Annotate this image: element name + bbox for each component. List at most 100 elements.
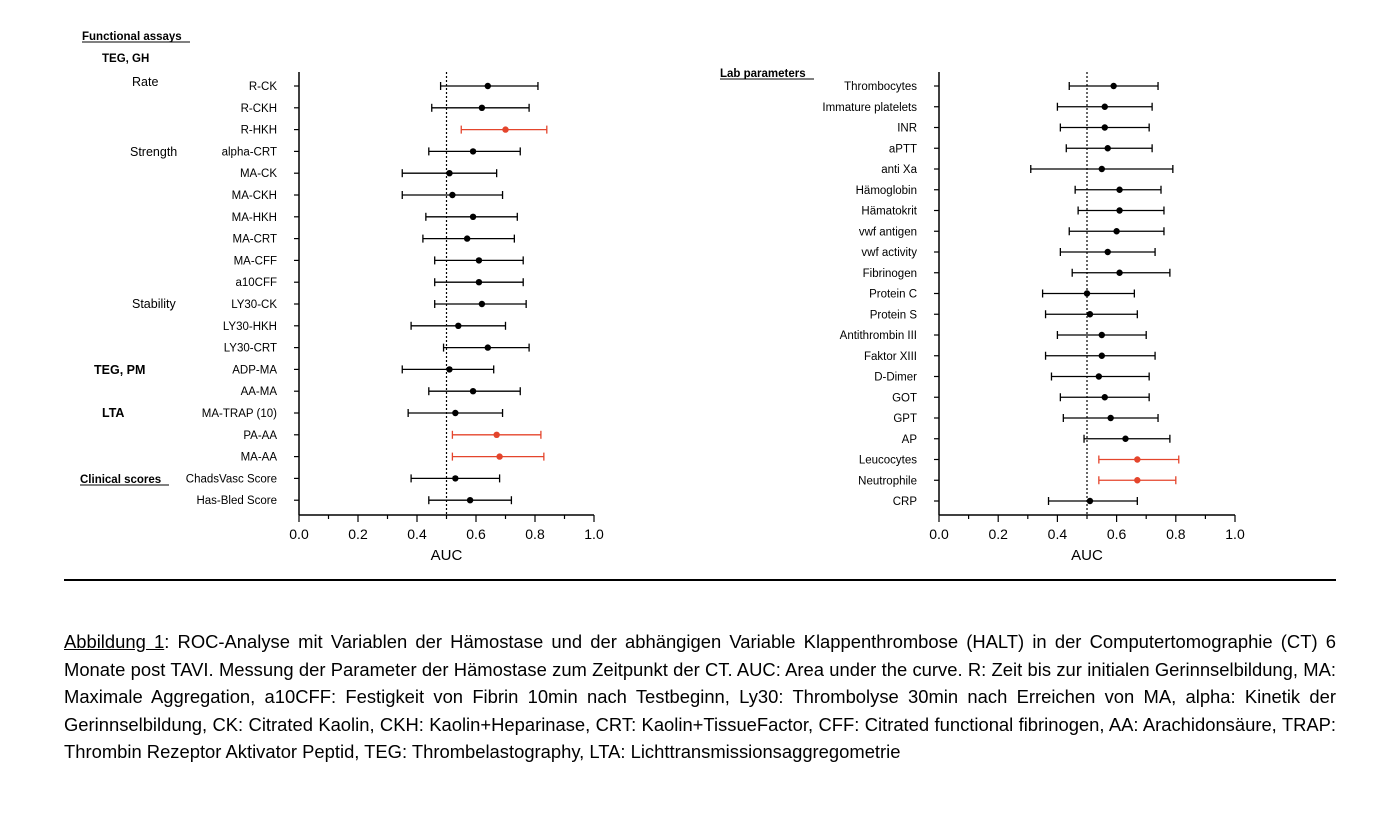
x-tick-label: 0.4 bbox=[407, 526, 427, 542]
x-tick-label: 1.0 bbox=[1225, 526, 1245, 542]
auc-point bbox=[1107, 414, 1114, 422]
row-label: vwf activity bbox=[861, 247, 917, 259]
row-label: Protein C bbox=[869, 289, 917, 301]
auc-point bbox=[1095, 373, 1103, 380]
row-label: Antithrombin III bbox=[840, 330, 917, 342]
row-label: R-HKH bbox=[241, 125, 277, 137]
row-label: MA-TRAP (10) bbox=[202, 408, 277, 420]
auc-point bbox=[1134, 456, 1141, 463]
lta-header: LTA bbox=[102, 406, 124, 420]
auc-point bbox=[475, 279, 483, 286]
auc-point bbox=[469, 148, 477, 155]
row-label: Hämatokrit bbox=[861, 206, 917, 218]
auc-point bbox=[1098, 165, 1106, 173]
row-label: anti Xa bbox=[881, 164, 917, 176]
row-label: ChadsVasc Score bbox=[186, 473, 277, 485]
row-label: GOT bbox=[892, 392, 917, 404]
auc-point bbox=[493, 431, 500, 438]
row-label: Thrombocytes bbox=[844, 81, 917, 93]
auc-point bbox=[1116, 186, 1123, 193]
teg-gh-header: TEG, GH bbox=[102, 53, 149, 65]
auc-point bbox=[455, 322, 462, 329]
auc-point bbox=[466, 497, 474, 504]
auc-point bbox=[478, 300, 486, 308]
clinical-scores-header: Clinical scores bbox=[80, 474, 161, 486]
row-label: alpha-CRT bbox=[222, 146, 277, 158]
forest-plot-figure: Functional assays TEG, GH Rate Strength … bbox=[80, 31, 1245, 564]
teg-pm-header: TEG, PM bbox=[94, 363, 145, 377]
auc-point bbox=[1086, 311, 1094, 318]
auc-point bbox=[1110, 82, 1117, 90]
functional-assays-header: Functional assays bbox=[82, 31, 182, 43]
auc-point bbox=[484, 344, 491, 351]
row-label: vwf antigen bbox=[859, 226, 917, 238]
x-tick-label: 0.2 bbox=[988, 526, 1008, 542]
x-tick-label: 0.6 bbox=[466, 526, 486, 542]
auc-point bbox=[484, 82, 491, 90]
x-axis-title: AUC bbox=[431, 547, 463, 564]
auc-point bbox=[1104, 248, 1111, 256]
auc-point bbox=[1098, 331, 1106, 339]
row-label: MA-CRT bbox=[232, 234, 277, 246]
row-label: a10CFF bbox=[235, 277, 277, 289]
auc-point bbox=[1101, 103, 1108, 110]
auc-point bbox=[496, 453, 503, 460]
row-label: Has-Bled Score bbox=[196, 495, 277, 507]
auc-point bbox=[469, 213, 477, 220]
row-label: MA-CK bbox=[240, 168, 277, 180]
row-label: LY30-HKH bbox=[223, 321, 277, 333]
caption-label: Abbildung 1 bbox=[64, 631, 165, 652]
auc-point bbox=[1104, 145, 1111, 152]
auc-point bbox=[1101, 124, 1108, 131]
row-label: LY30-CRT bbox=[224, 343, 277, 355]
auc-point bbox=[463, 235, 471, 242]
x-tick-label: 0.0 bbox=[929, 526, 949, 542]
auc-point bbox=[475, 257, 483, 264]
lab-parameters-header: Lab parameters bbox=[720, 68, 806, 80]
x-tick-label: 0.2 bbox=[348, 526, 368, 542]
x-tick-label: 0.8 bbox=[525, 526, 545, 542]
auc-point bbox=[1101, 394, 1108, 401]
auc-point bbox=[502, 126, 509, 133]
row-label: D-Dimer bbox=[874, 372, 917, 384]
row-label: Neutrophile bbox=[858, 475, 917, 487]
row-label: CRP bbox=[893, 496, 918, 508]
auc-point bbox=[1116, 269, 1123, 276]
row-label: LY30-CK bbox=[231, 299, 277, 311]
row-label: Fibrinogen bbox=[863, 268, 917, 280]
rate-group-label: Rate bbox=[132, 75, 158, 89]
row-label: MA-HKH bbox=[232, 212, 277, 224]
row-label: GPT bbox=[893, 413, 917, 425]
stability-group-label: Stability bbox=[132, 297, 177, 311]
auc-point bbox=[478, 104, 486, 112]
auc-point bbox=[1122, 435, 1129, 442]
auc-point bbox=[452, 409, 459, 417]
caption-text: : ROC-Analyse mit Variablen der Hämostas… bbox=[64, 631, 1336, 762]
x-tick-label: 0.8 bbox=[1166, 526, 1186, 542]
auc-point bbox=[1116, 207, 1123, 214]
row-label: Protein S bbox=[870, 309, 918, 321]
row-label: AA-MA bbox=[241, 386, 278, 398]
row-label: Hämoglobin bbox=[856, 185, 917, 197]
auc-point bbox=[1098, 352, 1106, 359]
auc-point bbox=[1083, 290, 1091, 297]
caption-divider bbox=[64, 579, 1336, 581]
auc-point bbox=[1134, 477, 1141, 484]
auc-point bbox=[469, 388, 477, 395]
auc-point bbox=[446, 170, 453, 177]
auc-point bbox=[1086, 497, 1094, 505]
auc-point bbox=[449, 191, 456, 199]
strength-group-label: Strength bbox=[130, 145, 177, 159]
x-tick-label: 0.0 bbox=[289, 526, 309, 542]
row-label: R-CK bbox=[249, 81, 277, 93]
row-label: MA-CKH bbox=[232, 190, 277, 202]
row-label: Immature platelets bbox=[822, 102, 917, 114]
row-label: INR bbox=[897, 123, 917, 135]
auc-point bbox=[452, 475, 459, 482]
row-label: Faktor XIII bbox=[864, 351, 917, 363]
functional-assays-panel: 0.0 0.2 0.4 0.6 0.8 1.0 AUC R-CK R-CKH R-HKH alpha… bbox=[186, 72, 604, 564]
x-tick-label: 0.6 bbox=[1107, 526, 1127, 542]
auc-point bbox=[446, 366, 453, 373]
x-tick-label: 1.0 bbox=[584, 526, 604, 542]
x-axis-title: AUC bbox=[1071, 547, 1103, 564]
